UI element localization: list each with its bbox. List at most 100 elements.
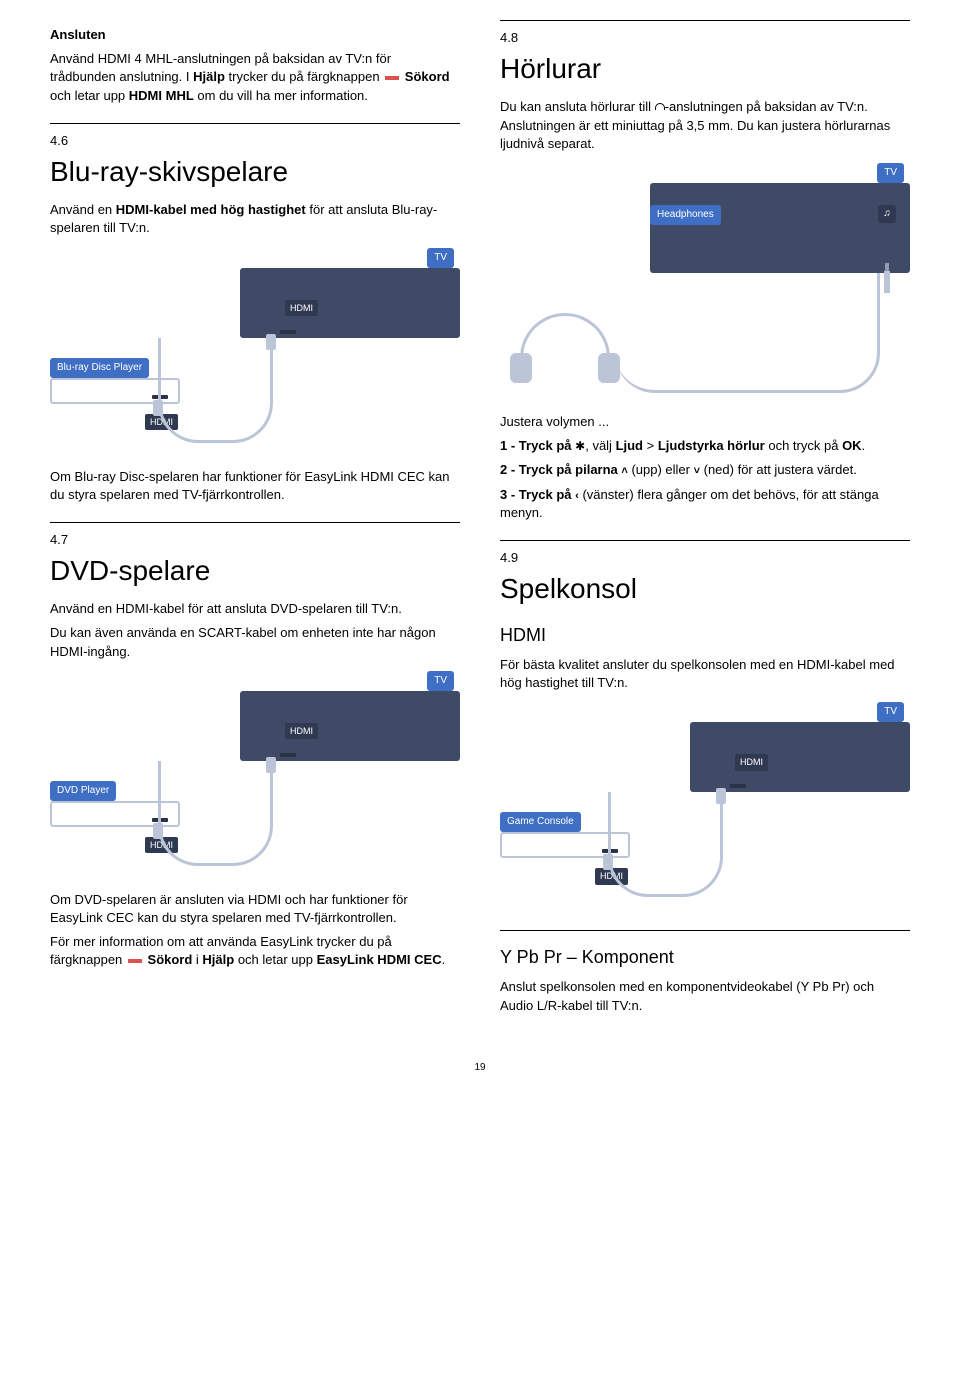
text: > [643,438,658,453]
tv-badge: TV [877,163,904,183]
headphones-badge: Headphones [650,205,721,225]
plug-tv [266,334,276,350]
ljud-bold: Ljud [616,438,643,453]
ljudstyrka-bold: Ljudstyrka hörlur [658,438,765,453]
divider [500,540,910,541]
plug-device [603,854,613,870]
tv-shape [690,722,910,792]
port [730,784,746,788]
section-4-7-p2: Du kan även använda en SCART-kabel om en… [50,624,460,660]
text: trycker du på färgknappen [225,69,383,84]
keyword-bold: Sökord [144,952,196,967]
adjust-step-2: 2 - Tryck på pilarna (upp) eller (ned) f… [500,461,910,479]
section-4-8-num: 4.8 [500,29,910,47]
jack-plug [884,271,890,293]
headphones-shape [520,313,610,363]
section-4-8-p1: Du kan ansluta hörlurar till -anslutning… [500,98,910,153]
color-key-icon [385,76,399,80]
text: (ned) för att justera värdet. [700,462,857,477]
help-bold: Hjälp [193,69,225,84]
section-4-6-p2: Om Blu-ray Disc-spelaren har funktioner … [50,468,460,504]
hispeed-bold: HDMI-kabel med hög hastighet [116,202,306,217]
ok-bold: OK [842,438,862,453]
text: (upp) eller [628,462,694,477]
keyword-bold: Sökord [401,69,449,84]
gameconsole-diagram: TV HDMI Game Console HDMI [500,702,910,912]
easylink-bold: EasyLink HDMI CEC [317,952,442,967]
section-4-9-hdmi-subhead: HDMI [500,623,910,648]
text: och letar upp [50,88,129,103]
text: Du kan ansluta hörlurar till [500,99,655,114]
cable [615,273,880,393]
section-4-6-p1: Använd en HDMI-kabel med hög hastighet f… [50,201,460,237]
tv-badge: TV [427,671,454,691]
tv-badge: TV [877,702,904,722]
section-4-9-num: 4.9 [500,549,910,567]
section-4-9-title: Spelkonsol [500,569,910,608]
text: och tryck på [765,438,842,453]
tv-badge: TV [427,248,454,268]
section-4-9-p1: För bästa kvalitet ansluter du spelkonso… [500,656,910,692]
text: . [862,438,866,453]
ypbpr-subhead: Y Pb Pr – Komponent [500,945,910,970]
hdmi-label-tv: HDMI [735,754,768,771]
text: . [442,952,446,967]
headphones-diagram: TV ♫ Headphones [500,163,910,403]
text: Använd en [50,202,116,217]
tv-shape [240,268,460,338]
headphone-icon [655,103,665,110]
right-column: 4.8 Hörlurar Du kan ansluta hörlurar til… [500,20,910,1021]
page-columns: Ansluten Använd HDMI 4 MHL-anslutningen … [50,20,910,1021]
color-key-icon [128,959,142,963]
page-number: 19 [50,1061,910,1075]
dvd-diagram: TV HDMI DVD Player HDMI [50,671,460,881]
section-4-7-p4: För mer information om att använda EasyL… [50,933,460,969]
section-4-6-num: 4.6 [50,132,460,150]
tv-shape [650,183,910,273]
port [280,330,296,334]
divider [500,930,910,931]
hdmi-label-tv: HDMI [285,723,318,740]
hdmi-label-tv: HDMI [285,300,318,317]
text: , välj [585,438,615,453]
divider [500,20,910,21]
section-4-7-num: 4.7 [50,531,460,549]
adjust-volume-title: Justera volymen ... [500,413,910,431]
section-4-6-title: Blu-ray-skivspelare [50,152,460,191]
text: om du vill ha mer information. [194,88,368,103]
cable [158,338,273,443]
earcup-left [510,353,532,383]
ansluten-heading: Ansluten [50,26,460,44]
text: 3 - Tryck på [500,487,575,502]
text: och letar upp [234,952,316,967]
bluray-badge: Blu-ray Disc Player [50,358,149,378]
text: 2 - Tryck på pilarna [500,462,621,477]
ansluten-paragraph: Använd HDMI 4 MHL-anslutningen på baksid… [50,50,460,105]
left-column: Ansluten Använd HDMI 4 MHL-anslutningen … [50,20,460,1021]
adjust-step-1: 1 - Tryck på , välj Ljud > Ljudstyrka hö… [500,437,910,455]
cable [608,792,723,897]
plug-tv [716,788,726,804]
port [280,753,296,757]
section-4-8-title: Hörlurar [500,49,910,88]
help-bold: Hjälp [202,952,234,967]
hdmimhl-bold: HDMI MHL [129,88,194,103]
ypbpr-p1: Anslut spelkonsolen med en komponentvide… [500,978,910,1014]
cable [158,761,273,866]
section-4-7-title: DVD-spelare [50,551,460,590]
text: 1 - Tryck på [500,438,575,453]
gear-icon [575,438,585,453]
adjust-step-3: 3 - Tryck på (vänster) flera gånger om d… [500,486,910,523]
gameconsole-badge: Game Console [500,812,581,832]
section-4-7-p3: Om DVD-spelaren är ansluten via HDMI och… [50,891,460,927]
dvd-badge: DVD Player [50,781,116,801]
plug-tv [266,757,276,773]
plug-device [153,823,163,839]
headphone-port-icon: ♫ [878,205,896,223]
tv-shape [240,691,460,761]
section-4-7-p1: Använd en HDMI-kabel för att ansluta DVD… [50,600,460,618]
divider [50,522,460,523]
plug-device [153,400,163,416]
divider [50,123,460,124]
bluray-diagram: TV HDMI Blu-ray Disc Player HDMI [50,248,460,458]
